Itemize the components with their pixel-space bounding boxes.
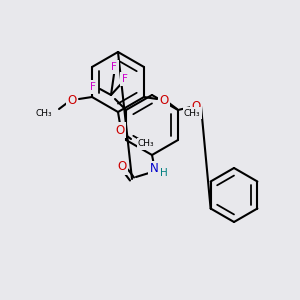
Text: CH₃: CH₃ xyxy=(138,140,154,148)
Text: N: N xyxy=(150,163,158,176)
Text: O: O xyxy=(191,100,201,112)
Text: F: F xyxy=(90,82,96,92)
Text: CH₃: CH₃ xyxy=(184,109,201,118)
Text: H: H xyxy=(160,168,168,178)
Text: CH₃: CH₃ xyxy=(35,109,52,118)
Text: O: O xyxy=(68,94,76,107)
Text: F: F xyxy=(111,62,117,72)
Text: F: F xyxy=(122,74,128,84)
Text: O: O xyxy=(117,160,127,173)
Text: O: O xyxy=(116,124,124,136)
Text: O: O xyxy=(159,94,169,107)
